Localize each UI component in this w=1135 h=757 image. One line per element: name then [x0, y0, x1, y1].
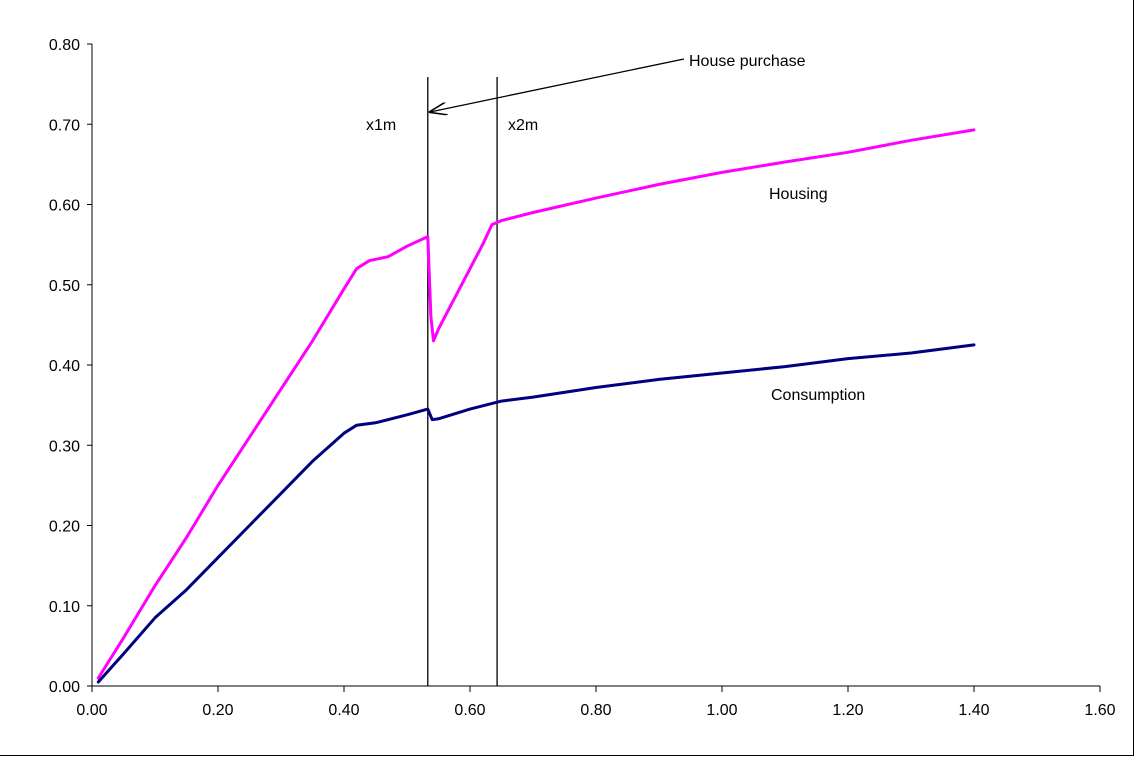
series-label-consumption: Consumption: [771, 387, 865, 404]
x-tick-label: 0.60: [454, 702, 485, 719]
vline-label-x2m: x2m: [508, 117, 538, 134]
y-tick-label: 0.00: [49, 679, 80, 696]
x-tick-label: 0.80: [580, 702, 611, 719]
y-tick-label: 0.60: [49, 198, 80, 215]
series-lines: [96, 128, 976, 684]
axes: 0.00 0.10 0.20 0.30 0.40 0.50 0.60 0.70 0.80 0.00…: [49, 37, 1116, 719]
x-tick-label: 1.60: [1084, 702, 1115, 719]
series-line-housing: [96, 128, 976, 680]
x-tick-label: 0.20: [202, 702, 233, 719]
vline-label-x1m: x1m: [366, 117, 396, 134]
x-tick-label: 0.00: [76, 702, 107, 719]
x-tick-label: 1.40: [958, 702, 989, 719]
y-tick-label: 0.50: [49, 278, 80, 295]
y-tick-label: 0.80: [49, 37, 80, 54]
series-line-consumption: [96, 343, 976, 684]
y-tick-label: 0.20: [49, 519, 80, 536]
annotation-house-purchase: House purchase: [689, 53, 806, 70]
series-label-housing: Housing: [769, 186, 828, 203]
annotation-arrow: [430, 58, 685, 112]
x-tick-label: 0.40: [328, 702, 359, 719]
labels: x1m x2m House purchase Housing Consumpti…: [366, 53, 865, 404]
y-tick-label: 0.70: [49, 117, 80, 134]
y-tick-label: 0.40: [49, 358, 80, 375]
y-tick-label: 0.10: [49, 599, 80, 616]
x-tick-label: 1.00: [706, 702, 737, 719]
x-tick-label: 1.20: [832, 702, 863, 719]
vertical-markers: [427, 77, 498, 686]
y-tick-label: 0.30: [49, 438, 80, 455]
